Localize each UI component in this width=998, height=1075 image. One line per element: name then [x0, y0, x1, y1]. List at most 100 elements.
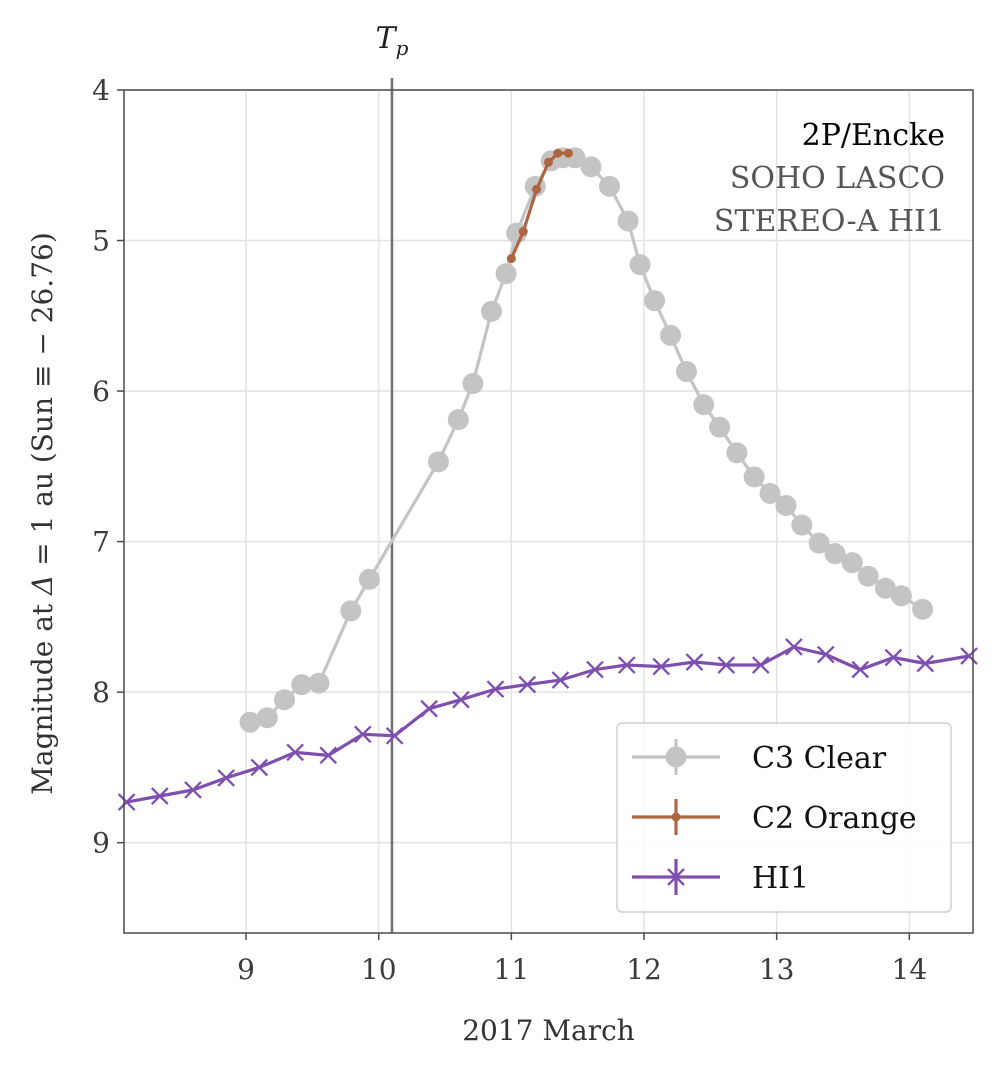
data-point-hi1 — [884, 648, 903, 667]
data-point-c3-clear — [824, 543, 846, 565]
legend-label: C3 Clear — [752, 741, 887, 776]
series-hi1 — [117, 638, 978, 811]
x-marker-stroke — [385, 726, 404, 745]
x-tick-label: 13 — [759, 953, 795, 986]
data-point-hi1 — [151, 787, 169, 805]
x-marker-stroke — [884, 648, 903, 667]
series-line-c3-clear — [248, 156, 925, 724]
x-tick-label: 9 — [237, 953, 255, 986]
data-point-c3-clear — [874, 577, 896, 599]
x-marker-stroke — [916, 654, 935, 673]
legend-entry-c3-clear: C3 Clear — [632, 739, 887, 776]
legend-marker — [667, 868, 685, 886]
perihelion-label-base: T — [376, 21, 398, 56]
ticks: 9 10 11 12 13 14 4 5 6 7 8 9 — [92, 74, 927, 986]
data-point-hi1 — [652, 657, 671, 676]
data-point-c3-clear — [617, 210, 639, 232]
data-point-hi1 — [717, 656, 736, 674]
x-marker-stroke — [452, 690, 470, 709]
data-point-hi1 — [960, 647, 978, 665]
legend-entry-hi1: HI1 — [632, 859, 809, 896]
data-point-hi1 — [916, 654, 935, 673]
series-c2-orange — [506, 148, 573, 264]
y-tick-label: 4 — [92, 74, 110, 107]
x-marker-stroke — [486, 680, 505, 698]
data-point-c3-clear — [808, 532, 830, 554]
data-point-c3-clear — [709, 416, 731, 438]
x-marker-stroke — [117, 793, 136, 811]
y-axis-label: Magnitude at Δ = 1 au (Sun ≡ − 26.76) — [26, 232, 59, 795]
data-point-c3-clear — [890, 585, 912, 607]
data-point-hi1 — [452, 690, 470, 709]
data-point-c3-clear — [841, 552, 863, 574]
x-marker-stroke — [851, 660, 870, 679]
x-marker-stroke — [217, 769, 235, 787]
x-marker-stroke — [717, 656, 736, 674]
perihelion-label: Tp — [376, 21, 409, 60]
x-marker-stroke — [617, 656, 636, 674]
data-point-hi1 — [486, 680, 505, 698]
data-point-hi1 — [617, 656, 636, 674]
legend-entry-c2-orange: C2 Orange — [632, 799, 917, 836]
data-point-c2-orange — [532, 184, 542, 194]
legend: C3 Clear C2 Orange HI1 — [616, 722, 952, 913]
data-point-c3-clear — [791, 514, 813, 536]
data-point-c3-clear — [308, 672, 330, 694]
legend-marker — [665, 746, 687, 768]
data-point-hi1 — [217, 769, 235, 787]
x-marker-stroke — [286, 743, 304, 762]
y-axis-label-symbol: Δ — [26, 575, 59, 596]
data-point-c3-clear — [660, 324, 682, 346]
data-point-hi1 — [385, 726, 404, 745]
data-point-hi1 — [184, 781, 202, 799]
data-point-c3-clear — [239, 711, 261, 733]
data-point-c2-orange — [553, 148, 563, 158]
series-layer — [117, 147, 978, 811]
x-tick-label: 11 — [494, 953, 530, 986]
x-marker-stroke — [586, 660, 604, 679]
y-axis-label-prefix: Magnitude at — [26, 595, 59, 795]
data-point-hi1 — [851, 660, 870, 679]
data-point-hi1 — [685, 653, 704, 671]
series-line-c2-orange — [509, 151, 571, 261]
legend-label: HI1 — [752, 861, 809, 896]
data-point-hi1 — [586, 660, 604, 679]
legend-items: C3 Clear C2 Orange HI1 — [632, 739, 917, 896]
y-tick-label: 7 — [92, 526, 110, 559]
x-tick-label: 10 — [361, 953, 397, 986]
x-marker-stroke — [353, 725, 372, 744]
x-marker-stroke — [551, 671, 570, 689]
annotation-instrument-lasco: SOHO LASCO — [730, 161, 945, 196]
data-point-c3-clear — [495, 263, 517, 285]
x-marker-stroke — [151, 787, 169, 805]
x-marker-stroke — [816, 645, 835, 664]
y-tick-label: 6 — [92, 375, 110, 408]
data-point-c3-clear — [759, 482, 781, 504]
x-marker-stroke — [785, 638, 803, 656]
legend-label: C2 Orange — [752, 801, 917, 836]
data-point-hi1 — [816, 645, 835, 664]
data-point-c3-clear — [340, 600, 362, 622]
legend-box — [616, 722, 952, 913]
x-axis-label: 2017 March — [462, 1014, 635, 1047]
x-marker-stroke — [518, 675, 537, 694]
y-tick-label: 9 — [92, 827, 110, 860]
data-point-hi1 — [518, 675, 537, 694]
data-point-c3-clear — [726, 442, 748, 464]
perihelion-label-subscript: p — [396, 36, 409, 60]
annotations: 2P/Encke SOHO LASCO STEREO-A HI1 — [714, 118, 945, 239]
data-point-hi1 — [250, 758, 269, 777]
y-tick-label: 5 — [92, 225, 110, 258]
data-point-hi1 — [551, 671, 570, 689]
data-point-hi1 — [353, 725, 372, 744]
data-point-hi1 — [319, 746, 338, 765]
data-point-c3-clear — [912, 598, 934, 620]
x-marker-stroke — [960, 647, 978, 665]
series-c3-clear — [239, 147, 934, 733]
data-point-c3-clear — [480, 300, 502, 322]
data-point-c3-clear — [291, 674, 313, 696]
x-marker-stroke — [667, 868, 685, 886]
data-point-c2-orange — [506, 254, 516, 264]
data-point-c2-orange — [518, 227, 528, 237]
